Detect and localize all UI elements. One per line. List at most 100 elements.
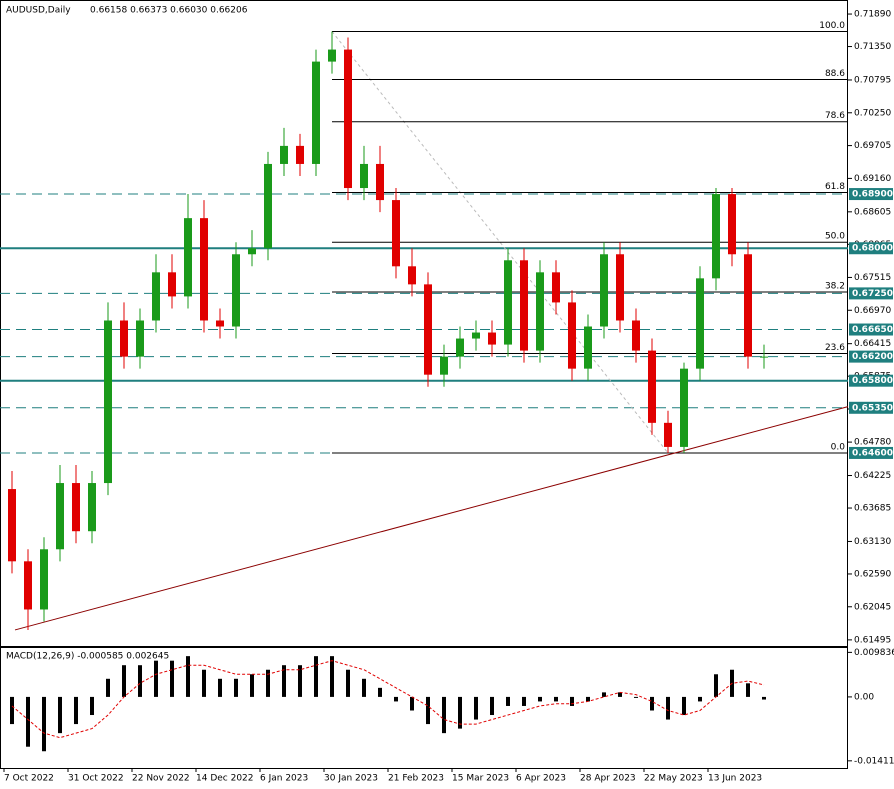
x-tick-label: 6 Jan 2023 [260,774,308,784]
candle-body [632,320,640,351]
x-tick-label: 21 Feb 2023 [388,774,444,784]
level-tag [849,401,893,414]
level-tag [849,242,893,255]
y-tick-label: 0.67515 [854,273,891,283]
macd-bar [282,665,286,697]
y-tick-label: 0.66415 [854,339,891,349]
level-tag [849,188,893,201]
candle-body [40,549,48,610]
candle-body [152,272,160,321]
macd-bar [746,683,750,697]
macd-bar [650,696,654,711]
candle-body [120,320,128,357]
fib-label: 78.6 [825,111,845,121]
y-tick-label: 0.63685 [854,504,891,514]
fib-label: 50.0 [825,232,845,242]
candle-body [616,254,624,321]
macd-bar [362,678,366,697]
candle-body [504,260,512,345]
y-tick-label: 0.64225 [854,471,891,481]
macd-bar [218,678,222,697]
level-label: 0.65800 [852,376,893,386]
y-tick-label: 0.61495 [854,635,891,645]
x-tick-label: 22 May 2023 [644,774,703,784]
candle-body [648,350,656,423]
macd-bar [330,656,334,697]
macd-bar [154,660,158,697]
level-label: 0.65350 [852,403,893,413]
macd-bar [554,696,558,702]
level-tag [849,350,893,363]
fib-label: 88.6 [825,69,845,79]
candle-body [456,338,464,357]
x-tick-label: 14 Dec 2022 [196,774,254,784]
y-tick-label: 0.69160 [854,174,891,184]
macd-bar [410,696,414,711]
macd-bar [394,696,398,702]
y-tick-label: 0.69705 [854,141,891,151]
y-tick-label: 0.62590 [854,569,891,579]
main-frame [0,0,848,647]
macd-bar [234,678,238,697]
level-label: 0.66650 [852,325,893,335]
candle-body [216,320,224,327]
macd-tick-label: 0.00 [854,692,874,702]
candle-body [712,194,720,279]
candle-body [8,489,16,562]
y-tick-label: 0.68605 [854,207,891,217]
candle-body [664,422,672,447]
macd-signal [11,660,765,739]
fib-label: 38.2 [825,281,845,291]
candle-body [488,332,496,345]
level-label: 0.67250 [852,289,893,299]
macd-bar [42,696,46,752]
candle-body [728,194,736,255]
x-tick-label: 13 Jun 2023 [708,774,762,784]
level-label: 0.64600 [852,448,893,458]
macd-bar [634,696,638,698]
candle-body [168,272,176,297]
macd-frame [0,647,848,769]
candle-body [472,332,480,339]
macd-bar [426,696,430,725]
y-tick-label: 0.71350 [854,42,891,52]
macd-bar [346,669,350,697]
candle-body [56,483,64,550]
candle-body [520,260,528,351]
y-tick-label: 0.66970 [854,306,891,316]
candle-body [584,326,592,369]
macd-bar [458,696,462,729]
header-quote: 0.66158 0.66373 0.66030 0.66206 [90,6,248,16]
candle-body [376,163,384,201]
candle-body [600,254,608,327]
candle-body [72,483,80,532]
macd-bar [698,696,702,702]
macd-bar [202,669,206,697]
candle-body [680,368,688,447]
candle-body [24,561,32,610]
candle-body [392,200,400,267]
candle-body [360,163,368,189]
macd-bar [506,696,510,706]
candle-body [328,49,336,62]
macd-bar [618,692,622,697]
macd-bar [298,665,302,697]
x-tick-label: 15 Mar 2023 [452,774,509,784]
level-tag [849,374,893,387]
level-tag [849,287,893,300]
macd-tick-label: -0.014116 [854,756,894,766]
macd-bar [90,696,94,716]
y-tick-label: 0.70250 [854,108,891,118]
macd-tick-label: 0.009836 [854,648,894,658]
candle-body [104,320,112,484]
macd-bar [138,665,142,697]
candle-body [136,320,144,357]
macd-bar [250,674,254,697]
macd-bar [378,687,382,697]
level-label: 0.66200 [852,352,893,362]
macd-bar [586,696,590,702]
candle-body [424,284,432,375]
level-tag [849,323,893,336]
candle-body [744,254,752,357]
